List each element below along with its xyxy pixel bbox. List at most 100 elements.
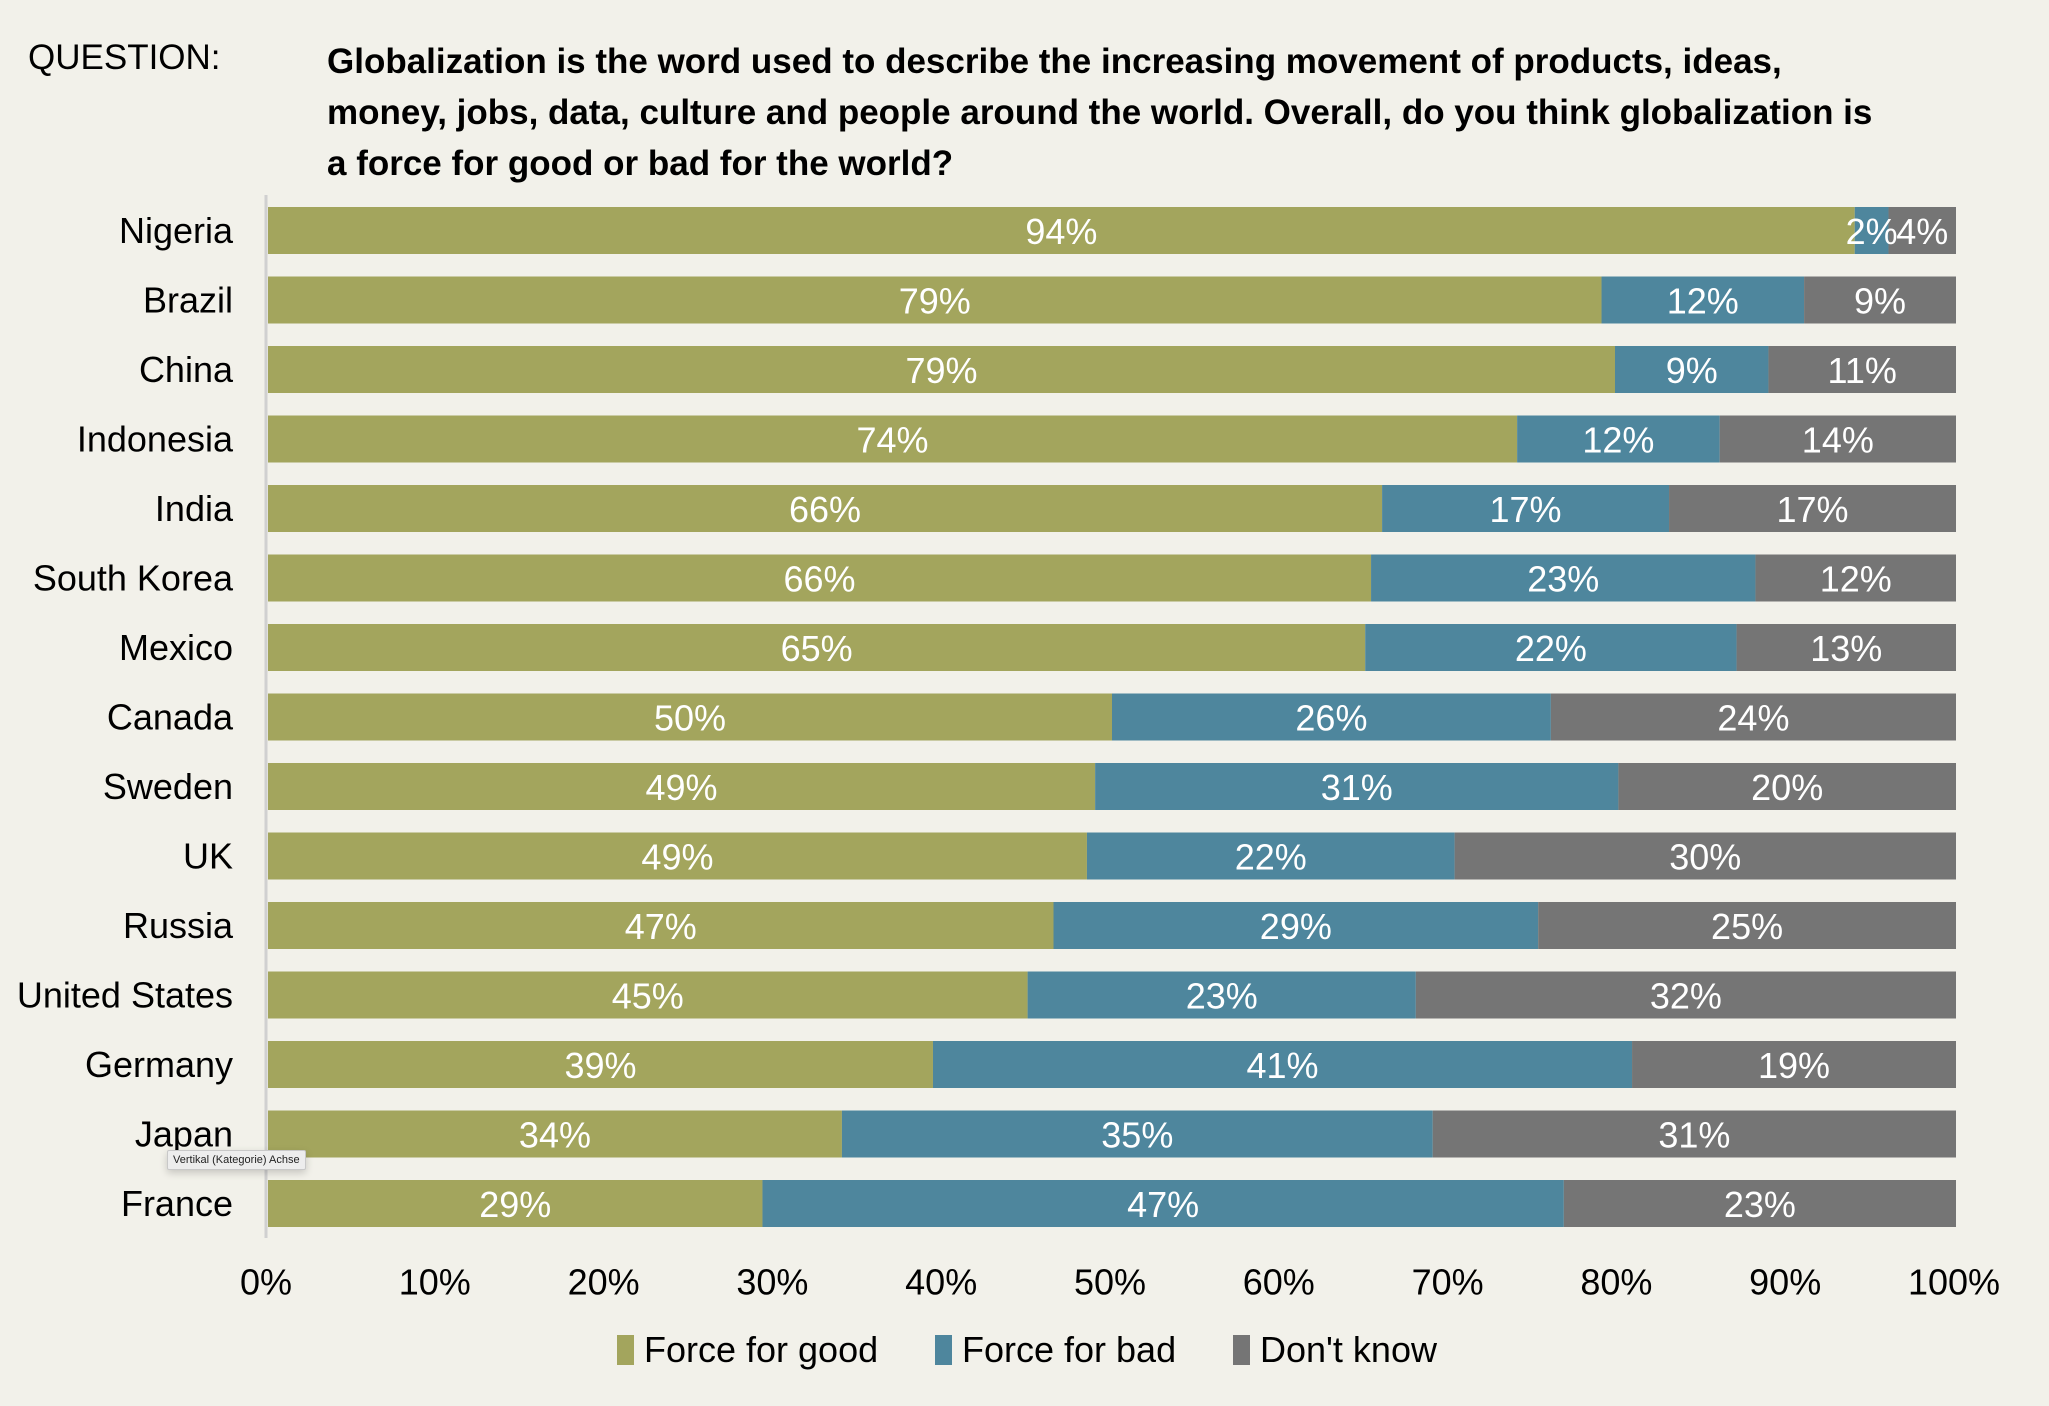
category-label-brazil: Brazil [143,280,233,321]
bar-row-sweden: 49% 31% 20% [268,763,1956,810]
data-label-force-for-good: 79% [905,350,977,391]
bar-segment-don-t-know[interactable] [1632,1041,1956,1088]
data-label-force-for-good: 50% [654,698,726,739]
bar-segment-force-for-bad[interactable] [1614,346,1769,393]
legend-swatch-force-for-bad [935,1335,952,1365]
bar-segment-force-for-bad[interactable] [841,1110,1433,1158]
bar-segment-force-for-bad[interactable] [1382,485,1670,532]
bar-segment-force-for-bad[interactable] [1365,624,1737,671]
bar-segment-don-t-know[interactable] [1736,624,1956,671]
category-label-japan: Japan [135,1114,233,1155]
bar-segment-don-t-know[interactable] [1755,554,1956,602]
bar-segment-force-for-good[interactable] [268,346,1615,393]
bar-segment-force-for-good[interactable] [268,763,1096,810]
data-label-force-for-bad: 12% [1667,281,1739,322]
data-label-force-for-bad: 35% [1101,1115,1173,1156]
data-label-force-for-good: 94% [1025,211,1097,252]
data-label-force-for-good: 66% [789,489,861,530]
bar-segment-force-for-bad[interactable] [932,1041,1633,1088]
bar-row-russia: 47% 29% 25% [268,902,1956,949]
bar-segment-force-for-good[interactable] [268,832,1087,880]
bar-segment-force-for-bad[interactable] [1027,971,1416,1019]
data-label-don-t-know: 11% [1828,350,1897,391]
x-tick-label: 80% [1580,1262,1652,1303]
category-label-russia: Russia [123,905,234,946]
category-label-germany: Germany [85,1044,233,1085]
legend-item-force-for-bad[interactable]: Force for bad [935,1328,1176,1372]
bar-segment-force-for-bad[interactable] [1854,207,1889,254]
bar-segment-don-t-know[interactable] [1415,971,1956,1019]
bar-segment-force-for-good[interactable] [268,554,1372,602]
bar-segment-force-for-good[interactable] [268,1180,763,1227]
bar-segment-don-t-know[interactable] [1550,693,1956,741]
bar-segment-force-for-good[interactable] [268,207,1855,254]
bar-segment-force-for-good[interactable] [268,1041,933,1088]
legend-item-force-for-good[interactable]: Force for good [617,1328,878,1372]
bar-segment-force-for-good[interactable] [268,693,1112,741]
x-tick-label: 0% [240,1262,292,1303]
bar-segment-force-for-good[interactable] [268,485,1383,532]
data-label-don-t-know: 20% [1751,767,1823,808]
bar-segment-force-for-good[interactable] [268,276,1602,324]
bar-row-south-korea: 66% 23% 12% [268,554,1956,602]
bar-segment-force-for-bad[interactable] [1517,415,1720,463]
data-label-force-for-bad: 22% [1515,628,1587,669]
x-tick-label: 40% [905,1262,977,1303]
bar-segment-force-for-good[interactable] [268,971,1028,1019]
bar-segment-force-for-bad[interactable] [1112,693,1551,741]
data-label-don-t-know: 4% [1896,211,1948,252]
bar-segment-don-t-know[interactable] [1538,902,1956,949]
x-tick-label: 50% [1074,1262,1146,1303]
value-axis-tick-labels: 0% 10% 20% 30% 40% 50% 60% 70% 80% 90% 100% [240,1262,2000,1303]
x-tick-label: 30% [736,1262,808,1303]
bar-row-brazil: 79% 12% 9% [268,276,1956,324]
bar-segment-force-for-good[interactable] [268,1110,842,1158]
bar-segment-don-t-know[interactable] [1719,415,1956,463]
data-label-force-for-good: 79% [899,281,971,322]
bar-row-united-states: 45% 23% 32% [268,971,1956,1019]
bar-segment-don-t-know[interactable] [1432,1110,1956,1158]
bar-segment-force-for-good[interactable] [268,624,1366,671]
x-tick-label: 100% [1908,1262,2000,1303]
data-label-force-for-good: 47% [625,906,697,947]
legend-item-dont-know[interactable]: Don't know [1233,1328,1437,1372]
data-label-don-t-know: 12% [1820,559,1892,600]
bar-segment-force-for-bad[interactable] [1371,554,1756,602]
bar-row-japan: 34% 35% 31% [268,1110,1956,1158]
data-label-force-for-bad: 12% [1582,420,1654,461]
bar-segment-don-t-know[interactable] [1454,832,1956,880]
data-label-don-t-know: 30% [1669,837,1741,878]
data-label-don-t-know: 9% [1854,281,1906,322]
bar-segment-don-t-know[interactable] [1768,346,1956,393]
legend-swatch-force-for-good [617,1335,634,1365]
bar-segment-don-t-know[interactable] [1804,276,1956,324]
category-label-canada: Canada [107,697,234,738]
bar-segment-don-t-know[interactable] [1888,207,1956,254]
bar-segment-force-for-bad[interactable] [1095,763,1619,810]
bar-segment-force-for-good[interactable] [268,902,1054,949]
data-label-force-for-good: 49% [641,837,713,878]
bar-segment-force-for-good[interactable] [268,415,1518,463]
data-label-force-for-bad: 22% [1235,837,1307,878]
x-tick-label: 70% [1412,1262,1484,1303]
data-label-force-for-good: 45% [612,976,684,1017]
bar-segment-don-t-know[interactable] [1669,485,1956,532]
bar-segment-don-t-know[interactable] [1563,1180,1956,1227]
data-label-force-for-bad: 23% [1186,976,1258,1017]
data-label-force-for-bad: 29% [1260,906,1332,947]
bar-segment-force-for-bad[interactable] [1601,276,1805,324]
bar-row-canada: 50% 26% 24% [268,693,1956,741]
data-label-don-t-know: 19% [1758,1045,1830,1086]
data-label-force-for-good: 74% [857,420,929,461]
question-line: money, jobs, data, culture and people ar… [327,93,1873,132]
question-label: QUESTION: [28,38,221,77]
legend: Force for good Force for bad Don't know [0,1328,2049,1372]
category-axis-labels[interactable]: Nigeria Brazil China Indonesia India South Ko… [17,210,234,1224]
data-label-force-for-bad: 17% [1490,489,1562,530]
bar-segment-force-for-bad[interactable] [762,1180,1564,1227]
bar-row-nigeria: 94% 2%4% [268,207,1956,254]
bar-segment-force-for-bad[interactable] [1086,832,1455,880]
bar-segment-don-t-know[interactable] [1618,763,1956,810]
bar-segment-force-for-bad[interactable] [1053,902,1539,949]
data-label-don-t-know: 23% [1724,1184,1796,1225]
